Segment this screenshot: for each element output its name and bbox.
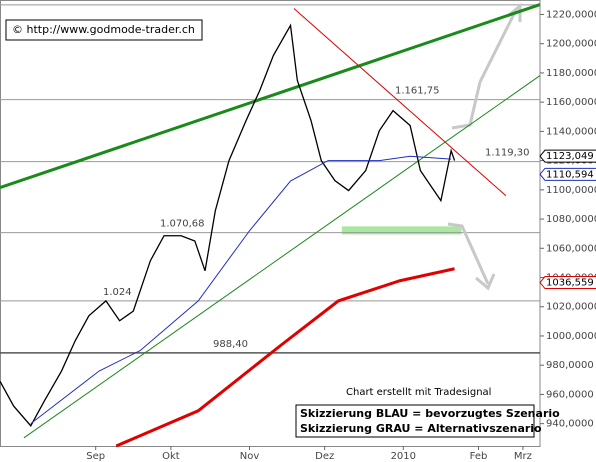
y-tick-label: 1220,0000 [546,9,596,20]
price-tag-label: 1036,559 [546,278,594,289]
price-tag [539,167,596,181]
x-tick-label: Okt [162,451,180,462]
y-tick-label: 1000,0000 [546,331,596,342]
level-label: 1.070,68 [160,219,205,230]
trendline [23,75,541,439]
legend-box [295,404,535,438]
level-label: 1.226,60 [322,0,367,2]
plot-frame [0,0,541,447]
y-tick-label: 1200,0000 [546,39,596,50]
trendline [0,3,541,190]
source: © http://www.godmode-trader.ch [12,23,195,36]
price-tag-label: 1110,594 [546,169,594,180]
y-tick-label: 940,0000 [546,419,594,430]
trendline [293,8,507,197]
x-tick-label: 2010 [391,451,416,462]
y-tick-label: 1060,0000 [546,243,596,254]
credit: Chart erstellt mit Tradesignal [346,387,491,398]
scenario-arrow [447,222,490,285]
x-tick-label: Mrz [514,451,532,462]
support-zone [341,226,462,235]
scenario-arrow [478,9,518,83]
level-label: 988,40 [213,339,248,350]
x-tick-label: Sep [86,451,105,462]
y-tick-label: 980,0000 [546,360,594,371]
price-line [0,23,456,427]
y-tick-label: 1140,0000 [546,126,596,137]
legend-line: Skizzierung BLAU = bevorzugtes Szenario [300,407,560,420]
y-tick-label: 1100,0000 [546,185,596,196]
y-tick-label: 1020,0000 [546,302,596,313]
level-label: 1.161,75 [395,86,440,97]
price-line [115,267,455,448]
x-tick-label: Dez [315,451,334,462]
price-tag [539,149,596,163]
y-tick-label: 1160,0000 [546,97,596,108]
level-label: 1.119,30 [485,148,530,159]
price-tag-label: 1123,049 [546,151,594,162]
y-tick-label: 960,0000 [546,389,594,400]
y-tick-label: 1080,0000 [546,214,596,225]
x-tick-label: Nov [240,451,260,462]
source-box [5,19,203,41]
level-label: 1.024 [103,287,132,298]
price-line [30,155,452,425]
arrow-head [475,273,496,291]
x-tick-label: Feb [470,451,488,462]
y-tick-label: 1180,0000 [546,68,596,79]
legend-line: Skizzierung GRAU = Alternativszenario [300,422,542,435]
price-tag [539,276,596,290]
